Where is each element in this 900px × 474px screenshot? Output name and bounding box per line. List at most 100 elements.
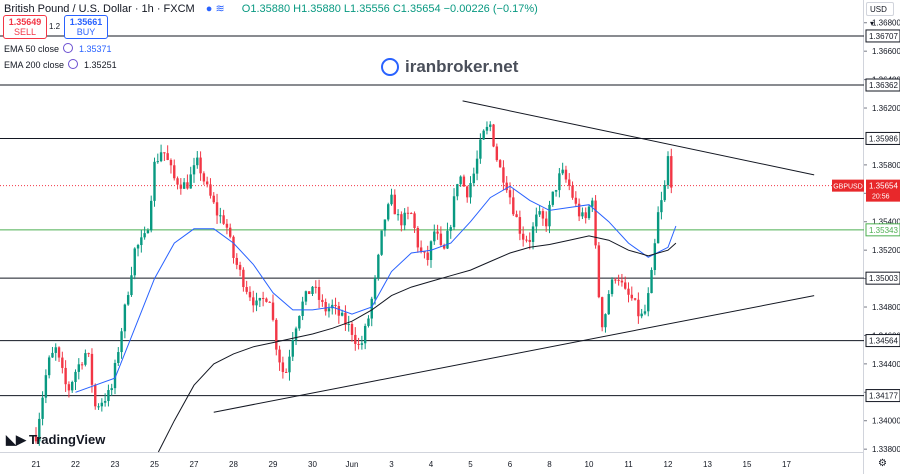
candle-body: [67, 384, 71, 391]
candle-body: [666, 156, 670, 186]
buy-button[interactable]: 1.35661 BUY: [64, 15, 108, 39]
candle-body: [475, 158, 479, 174]
candle-body: [347, 323, 350, 325]
currency-selector[interactable]: USD ▾: [866, 2, 894, 28]
candle-body: [255, 300, 258, 306]
candle-body: [156, 161, 159, 163]
chart-title: British Pound / U.S. Dollar · 1h · FXCM …: [4, 2, 538, 15]
gear-icon[interactable]: ⚙: [878, 458, 887, 469]
ema50-label: EMA 50 close: [4, 44, 60, 54]
candle-body: [406, 212, 410, 214]
candle-body: [107, 390, 110, 402]
candle-body: [508, 190, 512, 198]
x-tick-label: Jun: [346, 460, 359, 469]
candle-body: [390, 194, 393, 205]
x-tick-label: 13: [703, 460, 712, 469]
candle-body: [123, 304, 127, 332]
watermark-text: iranbroker.net: [405, 57, 519, 76]
candle-body: [261, 297, 265, 299]
candle-body: [252, 297, 255, 306]
symbol-tag-box: [832, 179, 864, 192]
candle-body: [90, 353, 94, 385]
candle-body: [225, 223, 229, 228]
ema50-legend[interactable]: EMA 50 close 1.35371: [4, 43, 112, 54]
x-tick-label: 12: [664, 460, 673, 469]
candle-body: [505, 182, 508, 191]
y-tick-label: 1.36600: [872, 47, 900, 56]
candle-body: [189, 174, 192, 189]
candle-body: [205, 181, 209, 185]
candle-body: [610, 279, 614, 295]
candle-body: [265, 298, 268, 302]
tradingview-mark-icon: ◣▶: [6, 432, 26, 447]
candle-body: [656, 212, 660, 244]
buy-price: 1.35661: [69, 17, 103, 27]
level-tag-label: 1.36707: [869, 32, 898, 41]
candle-body: [551, 191, 554, 205]
candle-body: [113, 362, 117, 389]
price-tag-box: [866, 179, 900, 202]
ema50-value: 1.35371: [79, 44, 112, 54]
symbol-title[interactable]: British Pound / U.S. Dollar · 1h · FXCM: [4, 3, 195, 15]
candle-body: [232, 236, 235, 258]
candle-body: [383, 219, 387, 231]
candle-body: [169, 159, 173, 166]
candle-body: [354, 334, 357, 344]
candle-body: [363, 325, 367, 344]
buy-label: BUY: [76, 27, 96, 37]
tradingview-logo[interactable]: ◣▶ TradingView: [6, 432, 105, 448]
candle-body: [327, 308, 331, 312]
ema200-label: EMA 200 close: [4, 60, 65, 70]
candle-body: [278, 349, 281, 363]
candle-body: [61, 357, 64, 368]
x-tick-label: 6: [508, 460, 513, 469]
candle-body: [281, 362, 285, 372]
candle-body: [100, 402, 104, 407]
candle-body: [462, 176, 466, 187]
candle-body: [370, 298, 373, 319]
candle-body: [192, 165, 196, 175]
candle-body: [219, 215, 222, 217]
candle-body: [594, 200, 597, 246]
ema200-legend[interactable]: EMA 200 close 1.35251: [4, 59, 117, 70]
current-price-label: 1.35654: [869, 182, 898, 191]
sell-button[interactable]: 1.35649 SELL: [3, 15, 47, 39]
candle-body: [229, 227, 232, 237]
candle-body: [317, 286, 321, 300]
ema200-value: 1.35251: [84, 60, 117, 70]
candle-body: [117, 352, 120, 363]
y-tick-label: 1.36800: [872, 19, 900, 28]
candle-body: [647, 293, 650, 312]
candle-body: [452, 196, 456, 228]
candle-body: [587, 206, 591, 219]
y-tick-label: 1.34000: [872, 417, 900, 426]
candle-body: [525, 239, 528, 241]
ema200-line: [157, 235, 677, 453]
x-tick-label: 25: [150, 460, 159, 469]
candle-body: [670, 156, 673, 188]
candle-body: [387, 204, 390, 220]
x-tick-label: 21: [32, 460, 41, 469]
candle-body: [413, 213, 416, 228]
candle-body: [196, 157, 199, 166]
candle-body: [334, 304, 337, 307]
candle-body: [166, 153, 169, 160]
candle-body: [498, 160, 502, 168]
candle-body: [459, 176, 462, 185]
candle-body: [633, 298, 637, 300]
candle-body: [44, 375, 48, 398]
level-tag-label: 1.36362: [869, 81, 898, 90]
x-tick-label: 29: [269, 460, 278, 469]
x-tick-label: 30: [308, 460, 317, 469]
level-tag: 1.35986: [865, 131, 900, 145]
candle-body: [163, 152, 166, 154]
candle-body: [110, 388, 113, 391]
candle-body: [103, 401, 107, 403]
candle-body: [446, 230, 449, 249]
candle-body: [298, 315, 301, 329]
candle-body: [433, 231, 436, 242]
candle-body: [34, 434, 38, 442]
candle-body: [80, 364, 84, 366]
countdown-label: 20:56: [872, 194, 890, 201]
